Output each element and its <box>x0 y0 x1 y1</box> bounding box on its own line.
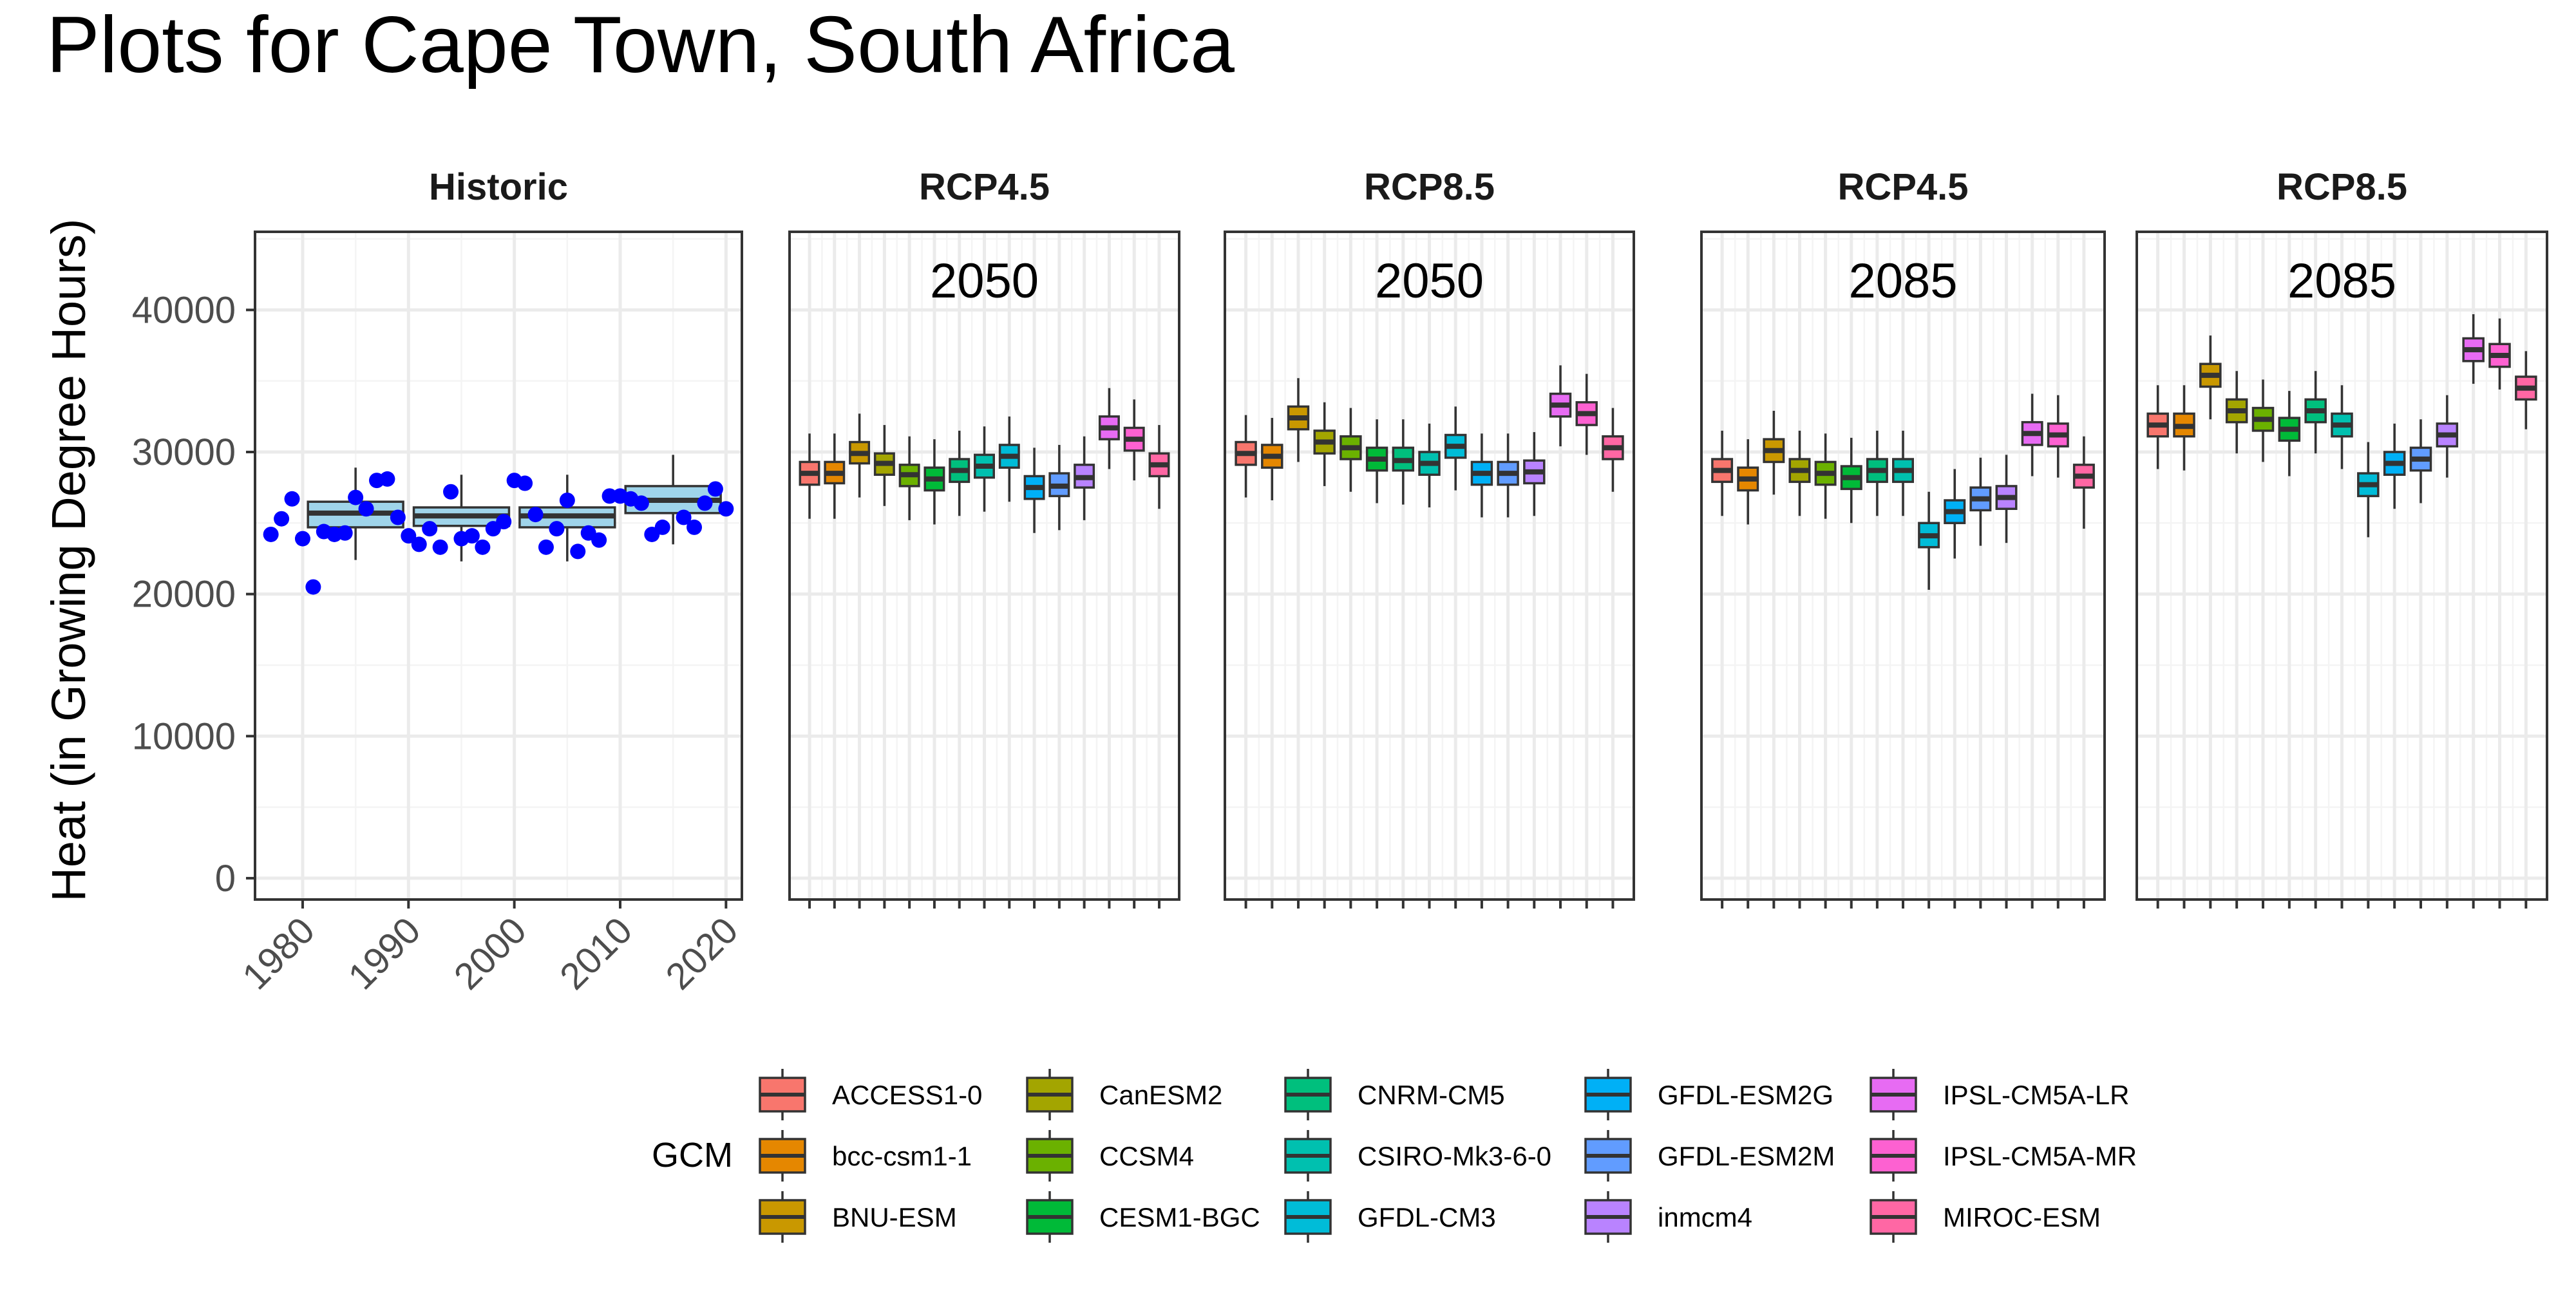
legend-label: CCSM4 <box>1099 1141 1194 1171</box>
data-point <box>401 528 417 544</box>
data-point <box>570 543 586 560</box>
legend-item: GFDL-ESM2M <box>1584 1130 1835 1182</box>
legend-label: GFDL-ESM2M <box>1658 1141 1835 1171</box>
panel-border <box>2136 231 2548 901</box>
x-tick-label: 2000 <box>446 909 535 997</box>
panel-1: Historic 1980 1990 2000 2010 2020 <box>234 166 746 997</box>
y-tick-label: 40000 <box>132 289 236 331</box>
data-point <box>305 579 321 595</box>
y-axis-label: Heat (in Growing Degree Hours) <box>42 218 95 901</box>
data-point <box>422 521 438 537</box>
data-point <box>475 539 491 555</box>
legend-label: BNU-ESM <box>832 1202 957 1232</box>
legend-item: MIROC-ESM <box>1870 1191 2101 1243</box>
legend-label: bcc-csm1-1 <box>832 1141 972 1171</box>
legend-item: CSIRO-Mk3-6-0 <box>1284 1130 1551 1182</box>
legend-item: ACCESS1-0 <box>759 1069 982 1120</box>
page-title: Plots for Cape Town, South Africa <box>46 1 1235 90</box>
data-point <box>559 493 575 509</box>
panel-year-label: 2085 <box>2287 254 2396 308</box>
legend-label: IPSL-CM5A-LR <box>1943 1080 2129 1110</box>
panel-5: RCP8.5 2085 <box>2136 166 2548 909</box>
data-point <box>358 501 374 517</box>
legend-label: CanESM2 <box>1099 1080 1222 1110</box>
panel-3: RCP8.5 2050 <box>1224 166 1635 909</box>
legend-item: IPSL-CM5A-MR <box>1870 1130 2137 1182</box>
x-tick-label: 2020 <box>658 909 746 997</box>
data-point <box>274 511 290 527</box>
data-point <box>591 532 607 548</box>
legend-label: ACCESS1-0 <box>832 1080 982 1110</box>
legend-item: GFDL-ESM2G <box>1584 1069 1833 1120</box>
legend-label: CESM1-BGC <box>1099 1202 1260 1232</box>
data-point <box>538 539 554 555</box>
legend-label: IPSL-CM5A-MR <box>1943 1141 2137 1171</box>
data-point <box>527 507 544 523</box>
legend-label: MIROC-ESM <box>1943 1202 2101 1232</box>
legend-item: bcc-csm1-1 <box>759 1130 972 1182</box>
panel-year-label: 2050 <box>1375 254 1484 308</box>
data-point <box>687 519 703 535</box>
data-point <box>718 501 734 517</box>
data-point <box>707 481 723 497</box>
data-point <box>517 475 533 491</box>
legend-label: CSIRO-Mk3-6-0 <box>1358 1141 1551 1171</box>
data-point <box>697 495 713 511</box>
data-point <box>432 539 448 555</box>
panel-border <box>1224 231 1635 901</box>
data-point <box>654 519 670 535</box>
panel-strip-label: RCP8.5 <box>2277 166 2407 208</box>
legend-item: CCSM4 <box>1026 1130 1194 1182</box>
y-tick-label: 10000 <box>132 715 236 757</box>
panel-border <box>1700 231 2106 901</box>
legend-item: CanESM2 <box>1026 1069 1222 1120</box>
panel-strip-label: RCP4.5 <box>919 166 1050 208</box>
x-tick-label: 1980 <box>234 909 323 997</box>
data-point <box>411 536 427 552</box>
data-point <box>633 495 649 511</box>
y-tick-label: 20000 <box>132 574 236 616</box>
data-point <box>676 509 692 525</box>
data-point <box>379 471 395 487</box>
data-point <box>443 484 459 500</box>
panel-border <box>254 231 743 901</box>
legend-label: GFDL-CM3 <box>1358 1202 1496 1232</box>
legend-item: GFDL-CM3 <box>1284 1191 1496 1243</box>
x-tick-label: 1990 <box>340 909 428 997</box>
data-point <box>496 514 512 530</box>
panel-4: RCP4.5 2085 <box>1700 166 2106 909</box>
data-point <box>390 509 406 525</box>
data-point <box>549 521 565 537</box>
data-point <box>337 525 353 541</box>
data-point <box>601 488 618 504</box>
panel-2: RCP4.5 2050 <box>788 166 1180 909</box>
legend-item: BNU-ESM <box>759 1191 957 1243</box>
panel-year-label: 2050 <box>930 254 1039 308</box>
legend: GCM ACCESS1-0 bcc-csm1-1 BNU-ESM CanESM2 CCSM… <box>652 1069 2137 1243</box>
y-tick-label: 30000 <box>132 431 236 473</box>
data-point <box>284 491 300 507</box>
legend-item: CNRM-CM5 <box>1284 1069 1505 1120</box>
panel-strip-label: RCP4.5 <box>1837 166 1968 208</box>
data-point <box>348 489 364 505</box>
panel-strip-label: RCP8.5 <box>1364 166 1495 208</box>
legend-label: inmcm4 <box>1658 1202 1752 1232</box>
legend-title: GCM <box>652 1136 733 1174</box>
panel-year-label: 2085 <box>1848 254 1957 308</box>
legend-item: CESM1-BGC <box>1026 1191 1260 1243</box>
panel-border <box>788 231 1180 901</box>
panel-strip-label: Historic <box>429 166 568 208</box>
data-point <box>294 531 310 547</box>
legend-item: inmcm4 <box>1584 1191 1752 1243</box>
data-point <box>263 526 279 542</box>
legend-label: CNRM-CM5 <box>1358 1080 1505 1110</box>
x-tick-label: 2010 <box>552 909 640 997</box>
y-tick-label: 0 <box>215 858 236 900</box>
legend-item: IPSL-CM5A-LR <box>1870 1069 2129 1120</box>
legend-label: GFDL-ESM2G <box>1658 1080 1833 1110</box>
data-point <box>464 528 480 544</box>
